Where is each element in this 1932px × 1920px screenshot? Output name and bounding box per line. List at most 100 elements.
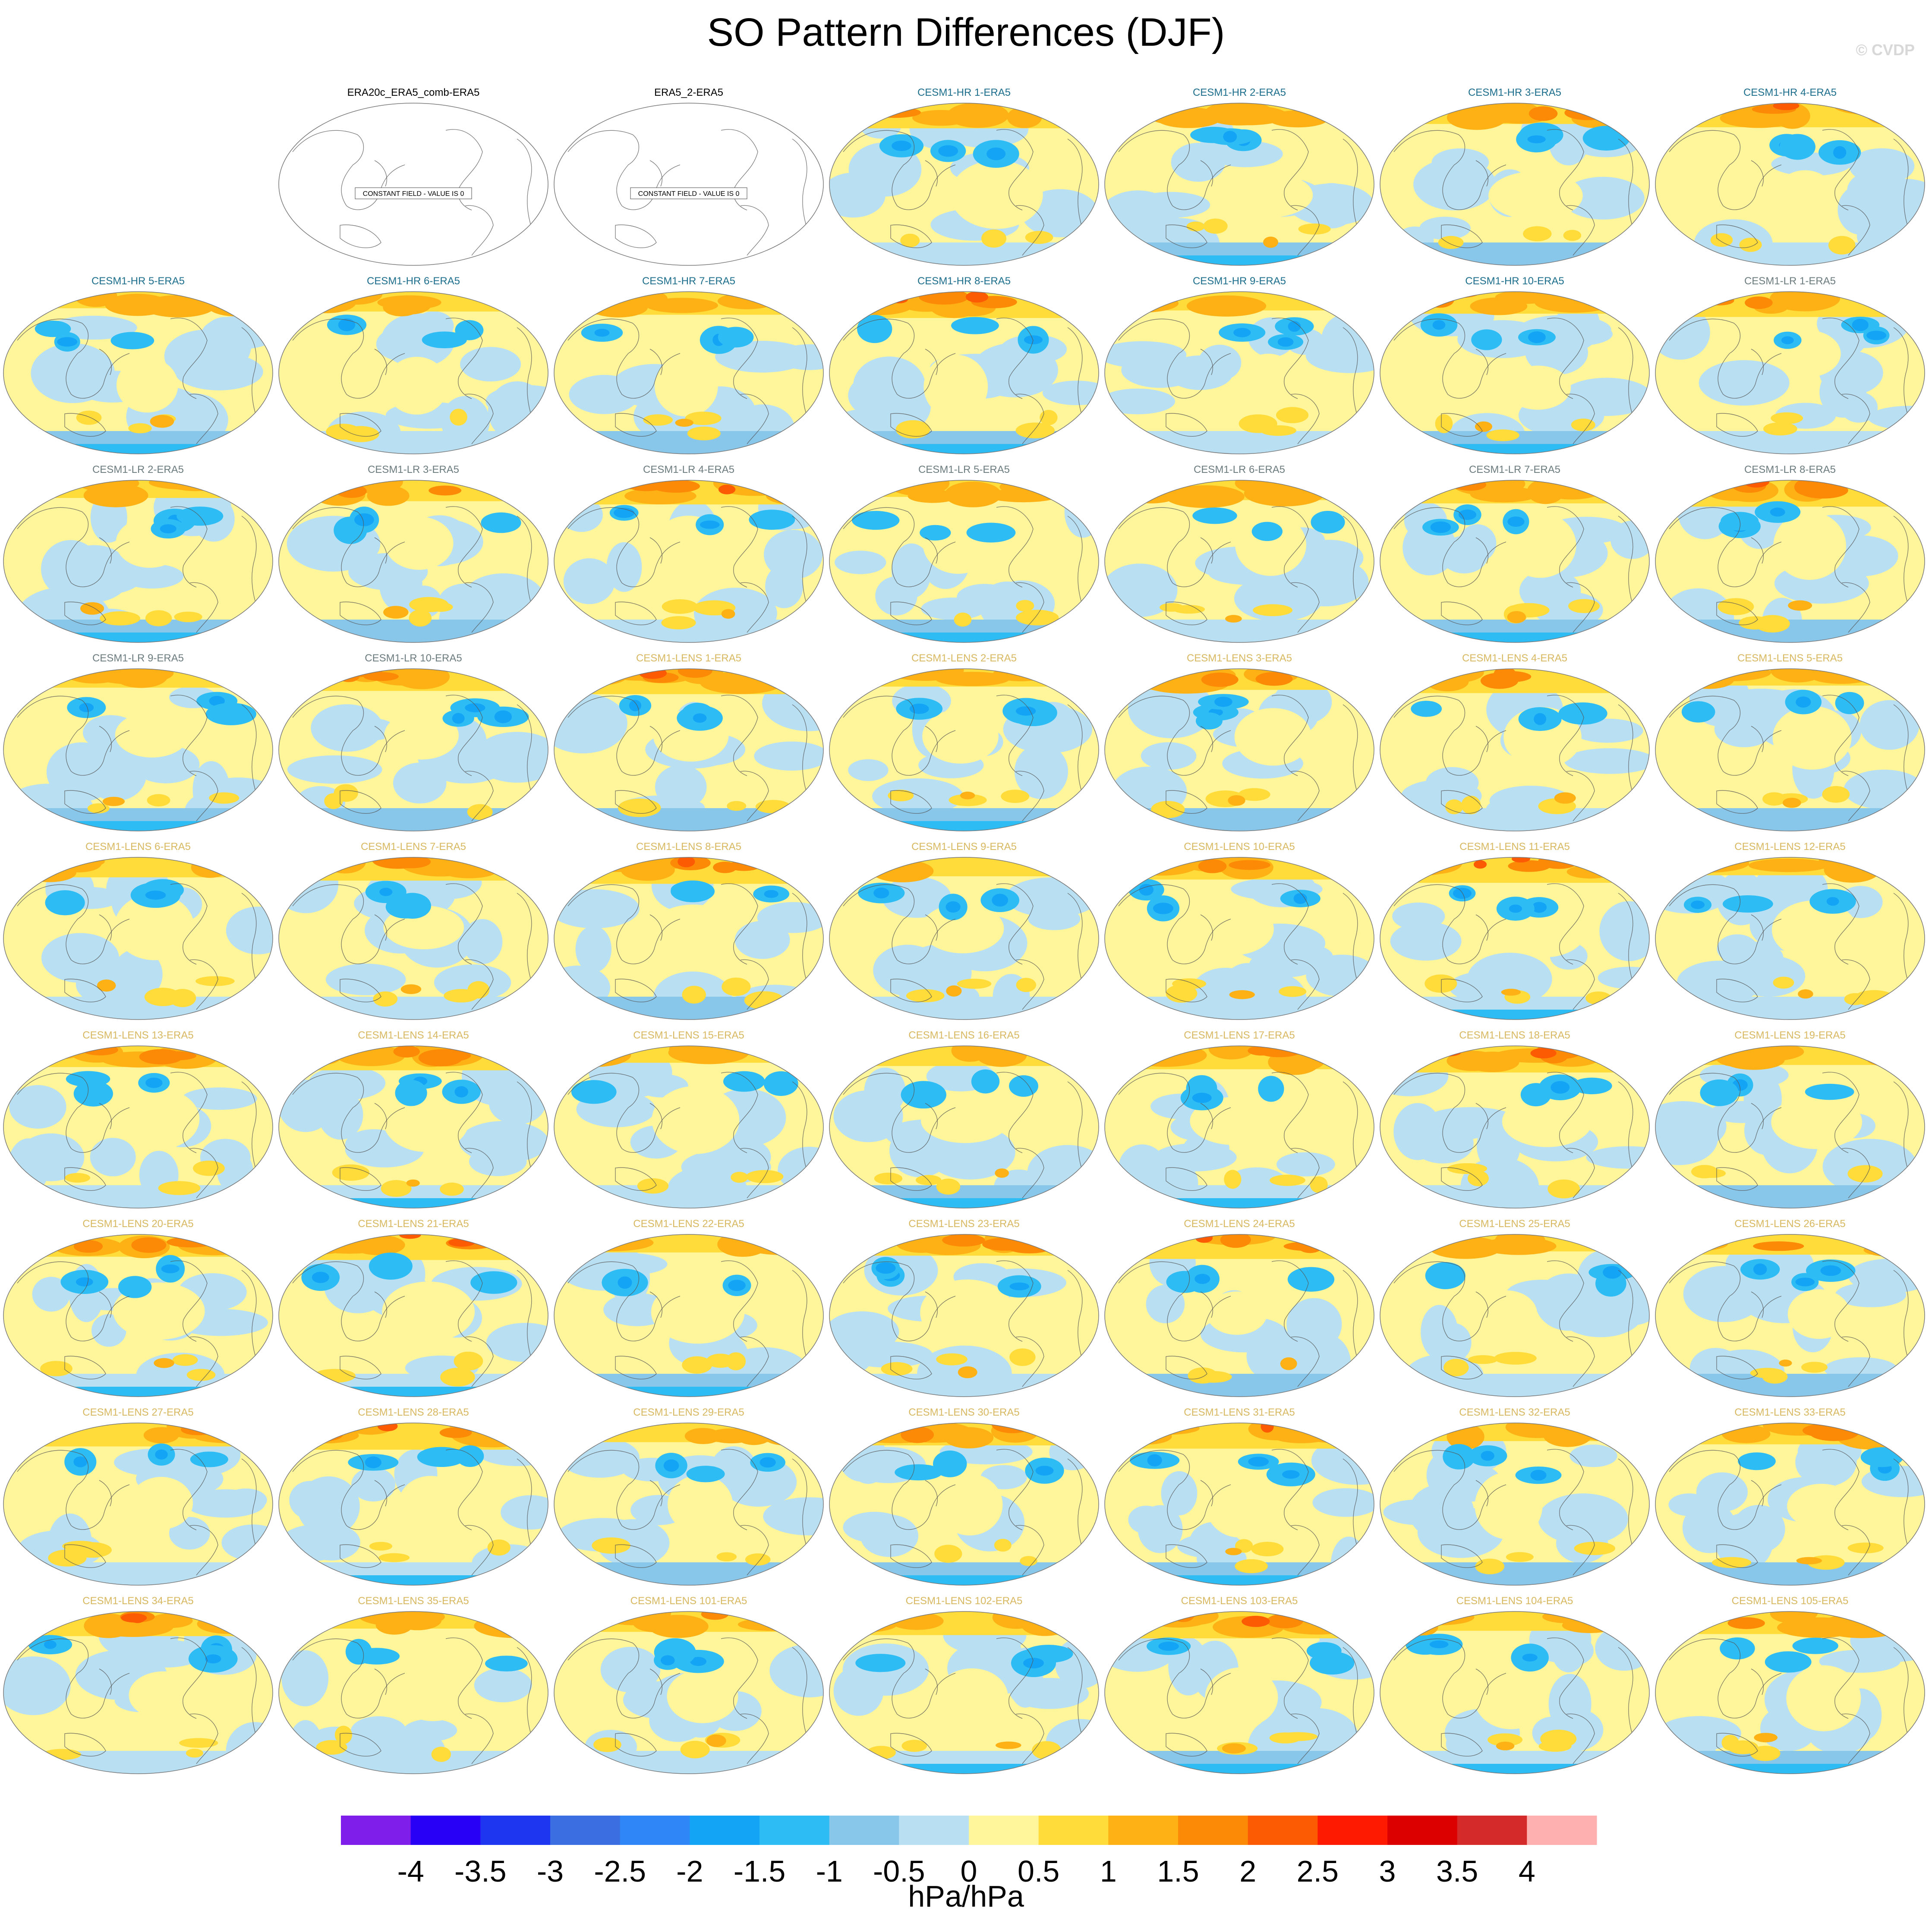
map-panel: CESM1-LENS 15-ERA5 — [551, 1029, 827, 1210]
map-panel: CESM1-LENS 12-ERA5 — [1652, 840, 1928, 1022]
colorbar-swatch — [829, 1816, 899, 1845]
world-map — [3, 1423, 273, 1586]
panel-title: CESM1-LENS 2-ERA5 — [911, 652, 1017, 664]
panel-title: CESM1-LR 4-ERA5 — [643, 464, 735, 475]
map-panel: CESM1-LENS 11-ERA5 — [1377, 840, 1653, 1022]
colorbar-swatch — [760, 1816, 830, 1845]
map-panel: CESM1-LENS 26-ERA5 — [1652, 1218, 1928, 1399]
panel-title: CESM1-LR 9-ERA5 — [92, 652, 184, 664]
map-panel: CESM1-LENS 10-ERA5 — [1101, 840, 1377, 1022]
figure-title: SO Pattern Differences (DJF) — [707, 10, 1225, 54]
world-map — [829, 1045, 1099, 1209]
panel-title: CESM1-HR 1-ERA5 — [917, 87, 1011, 98]
panel-title: ERA5_2-ERA5 — [654, 87, 724, 98]
world-map — [3, 1234, 273, 1397]
panel-title: CESM1-LENS 102-ERA5 — [905, 1595, 1023, 1607]
panel-title: CESM1-LENS 105-ERA5 — [1731, 1595, 1849, 1607]
map-panel: CESM1-LENS 5-ERA5 — [1652, 652, 1928, 833]
world-map — [1655, 480, 1925, 643]
colorbar-swatch — [690, 1816, 760, 1845]
colorbar-swatch — [1387, 1816, 1458, 1845]
panel-title: CESM1-LENS 104-ERA5 — [1456, 1595, 1573, 1607]
world-map — [1104, 103, 1374, 266]
world-map — [1655, 1611, 1925, 1774]
map-panel: CESM1-LENS 18-ERA5 — [1377, 1029, 1653, 1210]
map-panel: CESM1-LENS 9-ERA5 — [826, 840, 1102, 1022]
map-panel: CESM1-HR 2-ERA5 — [1101, 86, 1377, 268]
map-panel: CESM1-LENS 28-ERA5 — [275, 1406, 552, 1587]
map-panel: CESM1-HR 6-ERA5 — [275, 275, 552, 456]
colorbar-swatch — [410, 1816, 481, 1845]
colorbar-swatch — [969, 1816, 1039, 1845]
panel-title: CESM1-LR 10-ERA5 — [365, 652, 462, 664]
map-panel: CESM1-LENS 7-ERA5 — [275, 840, 552, 1022]
world-map — [554, 480, 824, 643]
world-map — [1380, 668, 1650, 831]
world-map — [829, 103, 1099, 266]
world-map — [554, 1234, 824, 1397]
map-panel: CESM1-LR 5-ERA5 — [826, 463, 1102, 645]
world-map — [829, 291, 1099, 454]
map-panel: CESM1-LENS 27-ERA5 — [0, 1406, 276, 1587]
map-panel: CESM1-HR 10-ERA5 — [1377, 275, 1653, 456]
world-map — [554, 857, 824, 1020]
map-panel: ERA20c_ERA5_comb-ERA5 CONSTANT FIELD - VA… — [275, 86, 552, 268]
colorbar-units: hPa/hPa — [908, 1879, 1024, 1913]
panel-title: CESM1-HR 8-ERA5 — [917, 275, 1011, 287]
world-map — [278, 668, 548, 831]
map-panel: CESM1-LENS 25-ERA5 — [1377, 1218, 1653, 1399]
map-panel: CESM1-LENS 105-ERA5 — [1652, 1595, 1928, 1776]
world-map — [3, 1611, 273, 1774]
world-map — [3, 857, 273, 1020]
world-map — [3, 1045, 273, 1209]
map-panel: CESM1-LENS 1-ERA5 — [551, 652, 827, 833]
panel-title: CESM1-LENS 28-ERA5 — [358, 1407, 469, 1418]
map-panel: CESM1-HR 4-ERA5 — [1652, 86, 1928, 268]
map-panel: CESM1-LENS 22-ERA5 — [551, 1218, 827, 1399]
panel-title: CESM1-HR 2-ERA5 — [1192, 87, 1286, 98]
panel-title: CESM1-HR 10-ERA5 — [1465, 275, 1564, 287]
panel-title: CESM1-LR 7-ERA5 — [1469, 464, 1561, 475]
panel-title: CESM1-LENS 20-ERA5 — [82, 1218, 194, 1230]
world-map — [1655, 668, 1925, 831]
map-panel: CESM1-LENS 103-ERA5 — [1101, 1595, 1377, 1776]
panel-title: CESM1-LENS 25-ERA5 — [1459, 1218, 1570, 1230]
world-map — [1380, 1611, 1650, 1774]
map-panel: CESM1-LENS 24-ERA5 — [1101, 1218, 1377, 1399]
world-map — [1104, 1423, 1374, 1586]
panel-title: CESM1-LENS 3-ERA5 — [1186, 652, 1292, 664]
world-map — [278, 291, 548, 454]
map-panel: CESM1-LENS 20-ERA5 — [0, 1218, 276, 1399]
panel-title: CESM1-LENS 1-ERA5 — [636, 652, 742, 664]
map-panel: CESM1-LENS 2-ERA5 — [826, 652, 1102, 833]
map-panel: CESM1-LENS 102-ERA5 — [826, 1595, 1102, 1776]
world-map — [278, 857, 548, 1020]
panel-title: CESM1-LENS 17-ERA5 — [1184, 1029, 1295, 1041]
world-map — [1380, 1234, 1650, 1397]
world-map — [1104, 1045, 1374, 1209]
map-panel: CESM1-LR 7-ERA5 — [1377, 463, 1653, 645]
colorbar-swatch — [1178, 1816, 1248, 1845]
panel-title: CESM1-LENS 11-ERA5 — [1459, 841, 1570, 853]
map-panel: CESM1-LR 9-ERA5 — [0, 652, 276, 833]
map-panel: CESM1-LENS 35-ERA5 — [275, 1595, 552, 1776]
world-map — [554, 1611, 824, 1774]
map-panel: CESM1-LR 1-ERA5 — [1652, 275, 1928, 456]
panel-title: CESM1-LENS 26-ERA5 — [1734, 1218, 1846, 1230]
map-panel: CESM1-LENS 8-ERA5 — [551, 840, 827, 1022]
map-panel: CESM1-LR 2-ERA5 — [0, 463, 276, 645]
map-panel: CESM1-HR 9-ERA5 — [1101, 275, 1377, 456]
world-map: CONSTANT FIELD - VALUE IS 0 — [278, 103, 548, 266]
world-map — [1380, 1045, 1650, 1209]
world-map — [1104, 291, 1374, 454]
map-panel: CESM1-LENS 30-ERA5 — [826, 1406, 1102, 1587]
panel-title: CESM1-LENS 16-ERA5 — [908, 1029, 1020, 1041]
panel-title: CESM1-LENS 19-ERA5 — [1734, 1029, 1846, 1041]
world-map — [3, 668, 273, 831]
panel-title: CESM1-LENS 14-ERA5 — [358, 1029, 469, 1041]
colorbar-swatch — [620, 1816, 690, 1845]
world-map — [829, 1423, 1099, 1586]
panel-title: CESM1-HR 5-ERA5 — [91, 275, 185, 287]
map-panel: CESM1-LR 3-ERA5 — [275, 463, 552, 645]
world-map — [1104, 1234, 1374, 1397]
